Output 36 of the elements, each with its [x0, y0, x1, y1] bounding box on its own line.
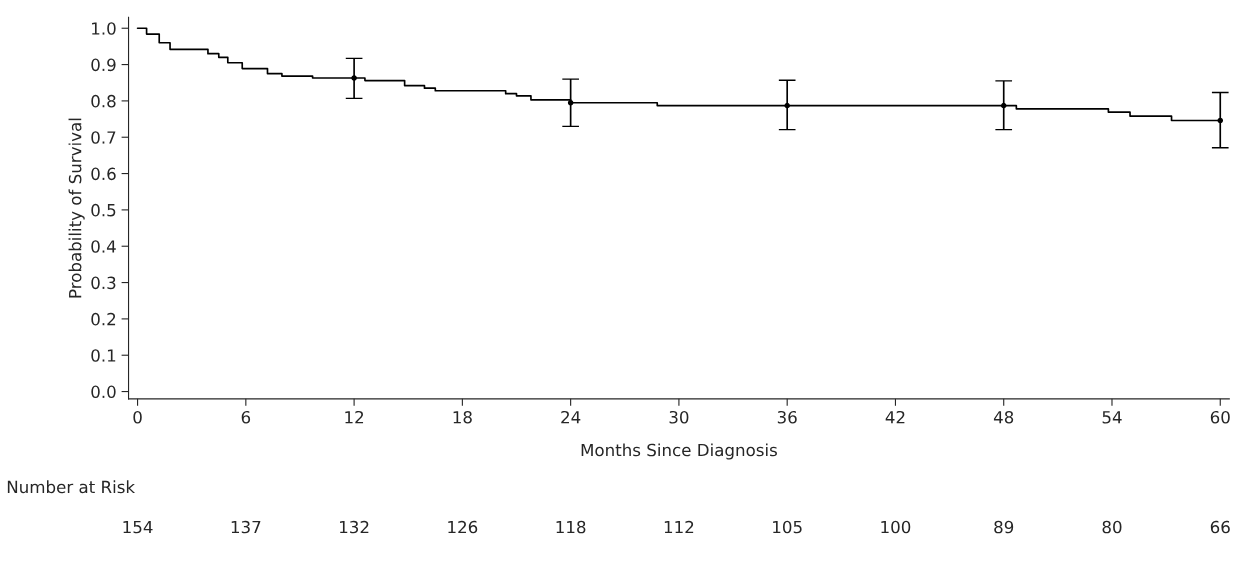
x-tick-label: 54 [1102, 411, 1122, 424]
text: 105 [773, 520, 802, 534]
x-tick-label: 60 [1210, 410, 1230, 424]
x-tick-label: 6 [241, 410, 251, 424]
x-tick-label: 36 [777, 410, 797, 424]
text: 112 [664, 520, 694, 534]
x-tick-label: 30 [669, 410, 689, 424]
x-tick-label: 42 [885, 410, 905, 424]
y-tick-label: 0.7 [91, 131, 116, 144]
text: 66 [1210, 520, 1230, 534]
text: 126 [448, 520, 478, 534]
y-tick-label: 0.3 [91, 276, 116, 290]
x-tick-label: 24 [561, 410, 581, 424]
x-axis-title: Months Since Diagnosis [581, 443, 777, 460]
y-tick-label: 0.6 [91, 167, 116, 181]
y-tick-label: 0.2 [91, 312, 116, 326]
text: 80 [1102, 520, 1122, 534]
y-tick-label: 0.1 [91, 349, 116, 362]
y-tick-label: 0.9 [91, 58, 116, 72]
y-tick-label: 1.0 [92, 22, 116, 35]
text: 89 [994, 520, 1014, 534]
text: 137 [231, 520, 261, 534]
y-tick-label: 0.8 [91, 94, 116, 108]
x-tick-label: 18 [453, 410, 472, 424]
x-tick-label: 48 [993, 410, 1014, 424]
y-tick-label: 0.5 [91, 203, 116, 217]
text: 132 [340, 520, 369, 534]
text: 100 [881, 520, 911, 534]
x-tick-label: 12 [345, 410, 364, 424]
text: 154 [123, 520, 153, 534]
y-axis-title: Probability of Survival [68, 118, 85, 298]
y-tick-label: 0.0 [91, 385, 116, 399]
text: 118 [556, 520, 586, 534]
y-tick-label: 0.4 [91, 240, 116, 253]
text: Number at Risk [7, 480, 136, 494]
x-tick-label: 0 [133, 410, 142, 424]
